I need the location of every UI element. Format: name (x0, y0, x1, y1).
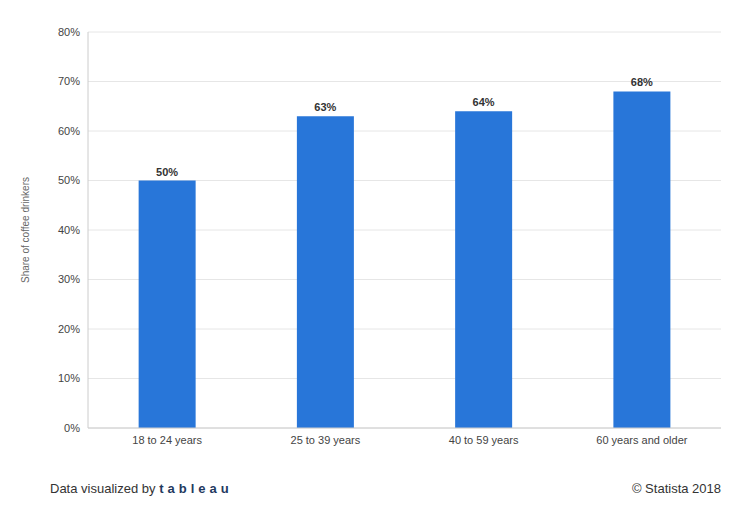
svg-text:50%: 50% (58, 174, 80, 186)
svg-text:60%: 60% (58, 125, 80, 137)
svg-text:70%: 70% (58, 75, 80, 87)
svg-text:80%: 80% (58, 26, 80, 38)
svg-text:50%: 50% (156, 166, 178, 178)
svg-text:Share of coffee drinkers: Share of coffee drinkers (20, 177, 31, 283)
svg-text:25 to 39 years: 25 to 39 years (291, 434, 361, 446)
svg-text:64%: 64% (473, 96, 495, 108)
svg-text:30%: 30% (58, 273, 80, 285)
svg-text:40 to 59 years: 40 to 59 years (449, 434, 519, 446)
html-text:© Statista 2018: © Statista 2018 (631, 481, 721, 496)
svg-text:20%: 20% (58, 323, 80, 335)
svg-text:68%: 68% (631, 76, 653, 88)
svg-text:10%: 10% (58, 372, 80, 384)
svg-text:0%: 0% (64, 422, 80, 434)
svg-text:40%: 40% (58, 224, 80, 236)
svg-text:18 to 24 years: 18 to 24 years (132, 434, 202, 446)
html-text:Data visualized by tableau: Data visualized by tableau (50, 481, 233, 496)
svg-text:60 years and older: 60 years and older (596, 434, 687, 446)
svg-text:63%: 63% (314, 101, 336, 113)
